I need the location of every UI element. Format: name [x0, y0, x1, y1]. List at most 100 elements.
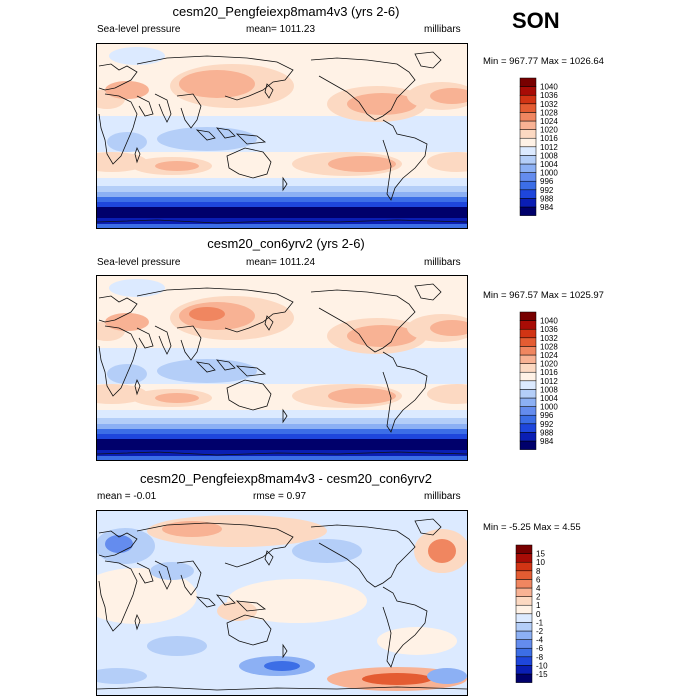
colorbar-box	[519, 346, 537, 356]
colorbar-box	[519, 380, 537, 390]
panel-3-mean-label: mean = -0.01	[97, 491, 157, 502]
pressure-contour-indian-high-core	[155, 161, 199, 171]
pressure-contour-south-pacific-high-core	[328, 156, 396, 172]
coastline	[154, 560, 172, 590]
colorbar-tick-label: 6	[536, 575, 541, 584]
colorbar-box	[519, 311, 537, 321]
colorbar-box	[515, 647, 533, 658]
pressure-contour-arctic	[317, 46, 377, 62]
panel-2-variable-label: Sea-level pressure	[97, 257, 181, 268]
colorbar-tick-label: -8	[536, 653, 544, 662]
colorbar-box	[519, 389, 537, 399]
colorbar-box	[519, 198, 537, 208]
coastline	[98, 63, 138, 91]
colorbar-box	[515, 570, 533, 580]
coastline	[235, 600, 267, 612]
pressure-contour-arctic	[317, 278, 377, 294]
colorbar-box	[515, 630, 533, 640]
coastline	[310, 524, 416, 588]
colorbar-tick-label: 1032	[540, 100, 558, 109]
pressure-band-996	[97, 429, 467, 434]
diff-contour-indian-weak	[97, 568, 197, 624]
pressure-band-1008	[97, 186, 467, 192]
coastline	[382, 586, 428, 668]
diff-contour-aleutian-negative	[292, 539, 362, 563]
pressure-contour-south-atlantic-high	[427, 384, 467, 404]
colorbar-box	[519, 354, 537, 364]
colorbar-tick-label: 1020	[540, 360, 558, 369]
colorbar-box	[515, 553, 533, 563]
pressure-band-1012	[97, 178, 467, 186]
colorbar-box	[519, 432, 537, 442]
pressure-band-circumpolar-low	[97, 207, 467, 218]
colorbar-box	[519, 180, 537, 191]
coastline	[98, 295, 138, 323]
coastline	[136, 522, 294, 568]
colorbar-tick-label: -1	[536, 618, 544, 627]
colorbar-tick-label: 992	[540, 186, 554, 195]
pressure-contour-azores-high-core	[430, 320, 467, 336]
colorbar-box	[519, 172, 537, 182]
colorbar-box	[519, 423, 537, 433]
colorbar-tick-label: 1020	[540, 126, 558, 135]
colorbar-tick-label: 4	[536, 584, 541, 593]
colorbar-tick-label: 988	[540, 428, 554, 437]
colorbar-box	[515, 604, 533, 615]
panel-2-minmax: Min = 967.57 Max = 1025.97	[483, 290, 604, 301]
colorbar-tick-label: 992	[540, 420, 554, 429]
coastline	[264, 315, 274, 331]
colorbar-tick-label: 996	[540, 411, 554, 420]
colorbar-box	[519, 112, 537, 122]
coastline	[264, 83, 274, 99]
colorbar-box	[519, 77, 537, 87]
colorbar-box	[519, 155, 537, 165]
colorbar-tick-label: 1028	[540, 108, 558, 117]
pressure-contour-sahara-high	[105, 81, 149, 99]
diff-contour-indian-south-negative	[147, 636, 207, 656]
coastline	[154, 325, 172, 355]
colorbar-tick-label: 1004	[540, 394, 558, 403]
colorbar-tick-label: -2	[536, 627, 544, 636]
colorbar-tick-label: 1036	[540, 91, 558, 100]
pressure-band-north	[97, 44, 467, 66]
colorbar-tick-label: 1004	[540, 160, 558, 169]
diff-contour-southern-core	[362, 673, 432, 685]
coastline	[176, 560, 202, 596]
coastline	[134, 613, 141, 631]
colorbar-tick-label: -4	[536, 636, 544, 645]
pressure-band-equatorial	[97, 126, 467, 154]
pressure-band-equatorial	[97, 358, 467, 386]
coastline	[136, 55, 294, 101]
colorbar-tick-label: 0	[536, 610, 541, 619]
colorbar-box	[519, 120, 537, 130]
coastline	[216, 594, 236, 606]
panel-1-units-label: millibars	[424, 24, 461, 35]
coastline	[226, 147, 272, 179]
coastline	[414, 283, 442, 301]
coastline	[136, 562, 154, 584]
pressure-band-north	[97, 276, 467, 298]
colorbar-box	[519, 397, 537, 407]
coastline	[97, 219, 467, 224]
colorbar-box	[519, 406, 537, 416]
diff-contour-arctic-core	[162, 521, 222, 537]
colorbar-box	[519, 440, 537, 450]
coastline	[154, 93, 172, 123]
colorbar-box	[515, 639, 533, 649]
diff-contour-southern-east-negative	[427, 668, 467, 684]
colorbar-tick-label: -6	[536, 644, 544, 653]
colorbar-box	[519, 337, 537, 347]
coastline	[97, 686, 467, 691]
diff-contour-south-atlantic-weak	[377, 627, 457, 655]
coastline	[98, 93, 138, 165]
diff-contour-south-pacific-core	[264, 661, 300, 671]
coastline	[136, 327, 154, 349]
colorbar-tick-label: 10	[536, 558, 545, 567]
colorbar-tick-label: 1	[536, 601, 541, 610]
colorbar-box	[519, 320, 537, 330]
season-label: SON	[512, 8, 560, 33]
panel-2-title: cesm20_con6yrv2 (yrs 2-6)	[207, 236, 365, 251]
colorbar-box	[515, 544, 533, 554]
coastline	[136, 95, 154, 117]
diff-contour-pacific-weak	[227, 579, 367, 623]
